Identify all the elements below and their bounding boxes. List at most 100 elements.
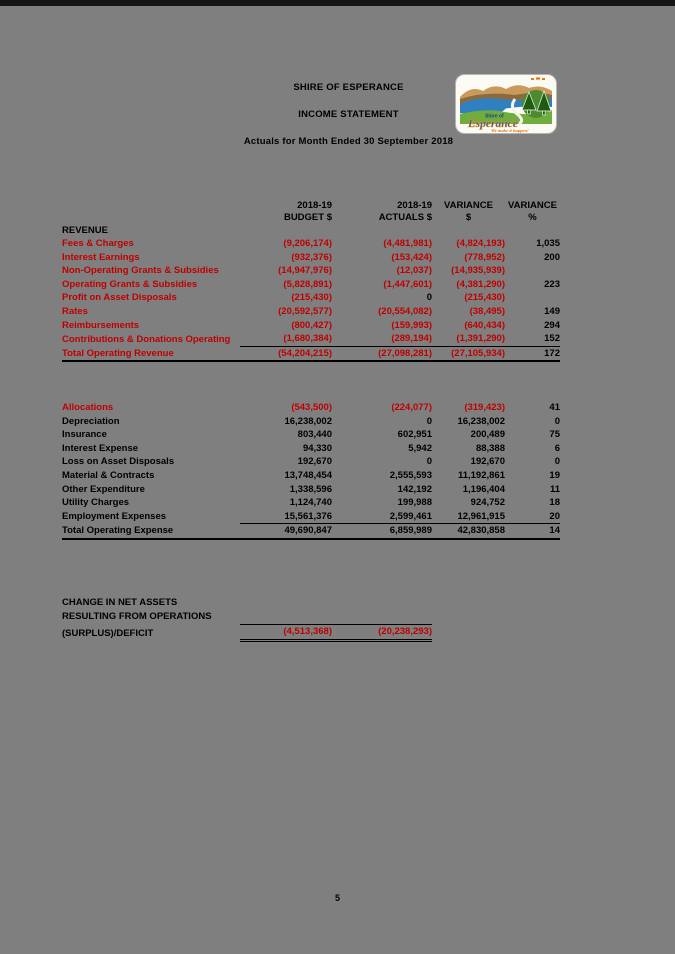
actuals-value: (224,077): [391, 402, 432, 413]
actuals-value: (289,194): [391, 333, 432, 345]
budget-column-header-year: 2018-19: [297, 200, 332, 211]
variance-pct-value: [505, 291, 560, 305]
row-label: Insurance: [62, 429, 107, 441]
variance-value: (1,391,290): [456, 333, 505, 345]
actuals-value: 602,951: [397, 429, 432, 441]
variance-value: 12,961,915: [457, 510, 505, 522]
variance-value: (4,824,193): [456, 238, 505, 249]
logo-shire-of-text: Shire of: [485, 114, 504, 120]
row-label: Material & Contracts: [62, 469, 155, 481]
variance-value: (14,935,939): [451, 265, 505, 277]
variance-value: 16,238,002: [457, 415, 505, 427]
budget-value: (9,206,174): [283, 238, 332, 249]
variance-value: 924,752: [470, 497, 505, 509]
actuals-value: (159,993): [391, 319, 432, 331]
surplus-deficit-row: (SURPLUS)/DEFICIT (4,513,368) (20,238,29…: [62, 624, 560, 642]
row-label: Total Operating Expense: [62, 523, 240, 540]
budget-value: (800,427): [291, 319, 332, 331]
table-row: Reimbursements (800,427) (159,993) (640,434…: [62, 319, 560, 333]
table-row: Interest Expense 94,330 5,942 88,388 6: [62, 442, 560, 456]
variance-pct-value: 11: [549, 483, 560, 495]
variance-pct-value: 41: [549, 402, 560, 413]
surplus-deficit-label: (SURPLUS)/DEFICIT: [62, 627, 154, 639]
table-row: Interest Earnings (932,376) (153,424) (778,…: [62, 251, 560, 265]
budget-value: (932,376): [291, 251, 332, 263]
scan-edge-bar: [0, 0, 675, 6]
net-assets-label-line1: CHANGE IN NET ASSETS: [62, 597, 178, 608]
page-number: 5: [334, 893, 340, 903]
org-title: SHIRE OF ESPERANCE: [293, 82, 404, 93]
variance-value: 11,192,861: [457, 469, 505, 481]
row-label: Operating Grants & Subsidies: [62, 278, 198, 290]
row-label: Rates: [62, 305, 88, 317]
logo-name-text: Esperance: [467, 118, 518, 130]
table-row: Loss on Asset Disposals 192,670 0 192,670 0: [62, 455, 560, 469]
variance-dollar-sign: $: [465, 212, 472, 223]
row-label: Other Expenditure: [62, 483, 145, 495]
actuals-value: (20,554,082): [378, 305, 432, 317]
document-title: INCOME STATEMENT: [298, 109, 399, 120]
row-label: Interest Earnings: [62, 251, 140, 263]
surplus-deficit-budget-value: (4,513,368): [240, 624, 332, 642]
variance-pct-value: 0: [554, 456, 560, 468]
variance-value: (27,105,934): [432, 345, 505, 363]
actuals-value: 0: [426, 456, 432, 468]
variance-value: 1,196,404: [462, 483, 505, 495]
actuals-value: 6,859,989: [332, 523, 432, 540]
variance-pct-value: 223: [544, 278, 560, 290]
table-row: Utility Charges 1,124,740 199,988 924,752 18: [62, 496, 560, 510]
budget-value: 803,440: [297, 429, 332, 441]
variance-dollar-column-header: VARIANCE: [444, 200, 493, 211]
variance-value: (778,952): [464, 251, 505, 263]
income-statement-revenue-table: 2018-19 2018-19 VARIANCE VARIANCE BUDGET…: [62, 200, 560, 363]
shire-of-esperance-logo: Shire of Esperance We make it happen!: [455, 74, 557, 134]
variance-pct-value: 172: [505, 345, 560, 363]
table-row: Employment Expenses 15,561,376 2,599,461 12…: [62, 510, 560, 524]
revenue-section-label: REVENUE: [62, 225, 108, 236]
budget-value: 192,670: [297, 456, 332, 468]
table-row: Rates (20,592,577) (20,554,082) (38,495) 149: [62, 305, 560, 319]
budget-value: 49,690,847: [240, 523, 332, 540]
table-row: Contributions & Donations Operating (1,68…: [62, 332, 560, 346]
net-assets-label-row-2: RESULTING FROM OPERATIONS: [62, 610, 560, 625]
income-statement-expense-table: Allocations (543,500) (224,077) (319,423) 41…: [62, 401, 560, 540]
column-header-row-1: 2018-19 2018-19 VARIANCE VARIANCE: [62, 200, 560, 212]
total-row: Total Operating Expense 49,690,847 6,859,9…: [62, 523, 560, 540]
variance-pct-value: 18: [549, 497, 560, 509]
row-label: Employment Expenses: [62, 511, 167, 523]
logo-graphic: Shire of Esperance We make it happen!: [455, 74, 557, 134]
table-row: Other Expenditure 1,338,596 142,192 1,196,4…: [62, 483, 560, 497]
budget-value: 16,238,002: [284, 415, 332, 427]
variance-pct-value: 6: [554, 442, 560, 454]
actuals-value: (27,098,281): [332, 345, 432, 363]
table-row: Material & Contracts 13,748,454 2,555,593 1…: [62, 469, 560, 483]
budget-column-header-label: BUDGET $: [283, 212, 332, 223]
table-row: Non-Operating Grants & Subsidies (14,947,…: [62, 264, 560, 278]
row-label: Non-Operating Grants & Subsidies: [62, 265, 219, 277]
row-label: Allocations: [62, 402, 114, 413]
budget-value: 15,561,376: [284, 510, 332, 522]
change-in-net-assets-block: CHANGE IN NET ASSETS RESULTING FROM OPER…: [62, 596, 560, 642]
table-row: Depreciation 16,238,002 0 16,238,002 0: [62, 415, 560, 429]
table-row: Operating Grants & Subsidies (5,828,891) (…: [62, 278, 560, 292]
budget-value: (14,947,976): [278, 265, 332, 277]
table-row: Allocations (543,500) (224,077) (319,423) 41: [62, 401, 560, 415]
table-row: Profit on Asset Disposals (215,430) 0 (215,…: [62, 291, 560, 305]
row-label: Utility Charges: [62, 497, 130, 509]
actuals-column-header-label: ACTUALS $: [378, 212, 432, 223]
budget-value: (54,204,215): [240, 345, 332, 363]
actuals-value: 5,942: [408, 442, 432, 454]
variance-pct-value: 20: [549, 510, 560, 522]
actuals-value: 142,192: [397, 483, 432, 495]
table-row: Fees & Charges (9,206,174) (4,481,981) (4,8…: [62, 237, 560, 251]
variance-value: 88,388: [475, 442, 505, 454]
row-label: Contributions & Donations Operating: [62, 333, 231, 345]
actuals-value: 0: [426, 415, 432, 427]
logo-tagline-text: We make it happen!: [491, 128, 529, 133]
variance-value: (38,495): [469, 305, 505, 317]
variance-pct-value: 149: [544, 305, 560, 317]
budget-value: (1,680,384): [283, 333, 332, 345]
budget-value: 13,748,454: [284, 469, 332, 481]
budget-value: 1,338,596: [289, 483, 332, 495]
variance-pct-value: 1,035: [536, 238, 560, 249]
